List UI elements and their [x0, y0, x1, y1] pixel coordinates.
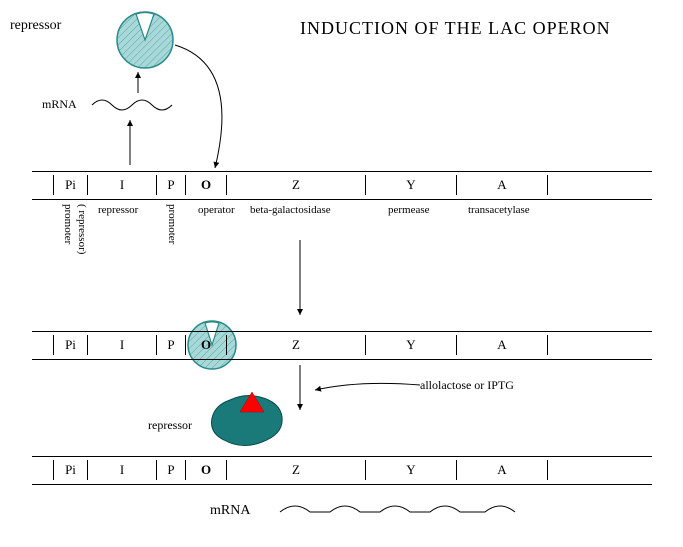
gene-i: I — [87, 175, 157, 195]
mrna-wave-bottom — [280, 506, 515, 512]
gene-p-2: P — [156, 335, 186, 355]
desc-o: operator — [198, 204, 235, 216]
gene-pi-2: Pi — [53, 335, 88, 355]
gene-pi-3: Pi — [53, 460, 88, 480]
diagram-title: INDUCTION OF THE LAC OPERON — [300, 18, 611, 39]
desc-z: beta-galactosidase — [250, 204, 331, 216]
arrow-repressor-to-operator — [175, 45, 222, 168]
gene-a: A — [456, 175, 548, 195]
gene-row-3: Pi I P O Z Y A — [32, 460, 652, 480]
gene-z-3: Z — [226, 460, 366, 480]
gene-p: P — [156, 175, 186, 195]
desc-pi-2: ( repressor) — [76, 204, 88, 254]
desc-a: transacetylase — [468, 204, 530, 216]
gene-z-2: Z — [226, 335, 366, 355]
gene-y: Y — [365, 175, 457, 195]
gene-z: Z — [226, 175, 366, 195]
desc-y: permease — [388, 204, 430, 216]
repressor-top-label: repressor — [10, 18, 61, 34]
gene-p-3: P — [156, 460, 186, 480]
gene-row-2: Pi I P O Z Y A — [32, 335, 652, 355]
arrow-inducer-label — [315, 383, 420, 390]
gene-a-2: A — [456, 335, 548, 355]
gene-i-3: I — [87, 460, 157, 480]
gene-o: O — [185, 175, 227, 195]
inducer-label: allolactose or IPTG — [420, 378, 514, 393]
gene-y-2: Y — [365, 335, 457, 355]
mrna-bottom-label: mRNA — [210, 503, 250, 519]
desc-pi-1: promoter — [62, 204, 74, 244]
gene-y-3: Y — [365, 460, 457, 480]
mrna-wave-top — [92, 100, 172, 110]
gene-a-3: A — [456, 460, 548, 480]
gene-i-2: I — [87, 335, 157, 355]
gene-o-2: O — [185, 335, 227, 355]
desc-i: repressor — [98, 204, 138, 216]
gene-o-3: O — [185, 460, 227, 480]
gene-row-1: Pi I P O Z Y A — [32, 175, 652, 195]
repressor-mid-label: repressor — [148, 418, 192, 433]
repressor-protein-top — [117, 12, 173, 68]
repressor-inactive-blob — [212, 392, 283, 446]
gene-pi: Pi — [53, 175, 88, 195]
mrna-top-label: mRNA — [42, 97, 77, 112]
desc-p: promoter — [166, 204, 178, 244]
